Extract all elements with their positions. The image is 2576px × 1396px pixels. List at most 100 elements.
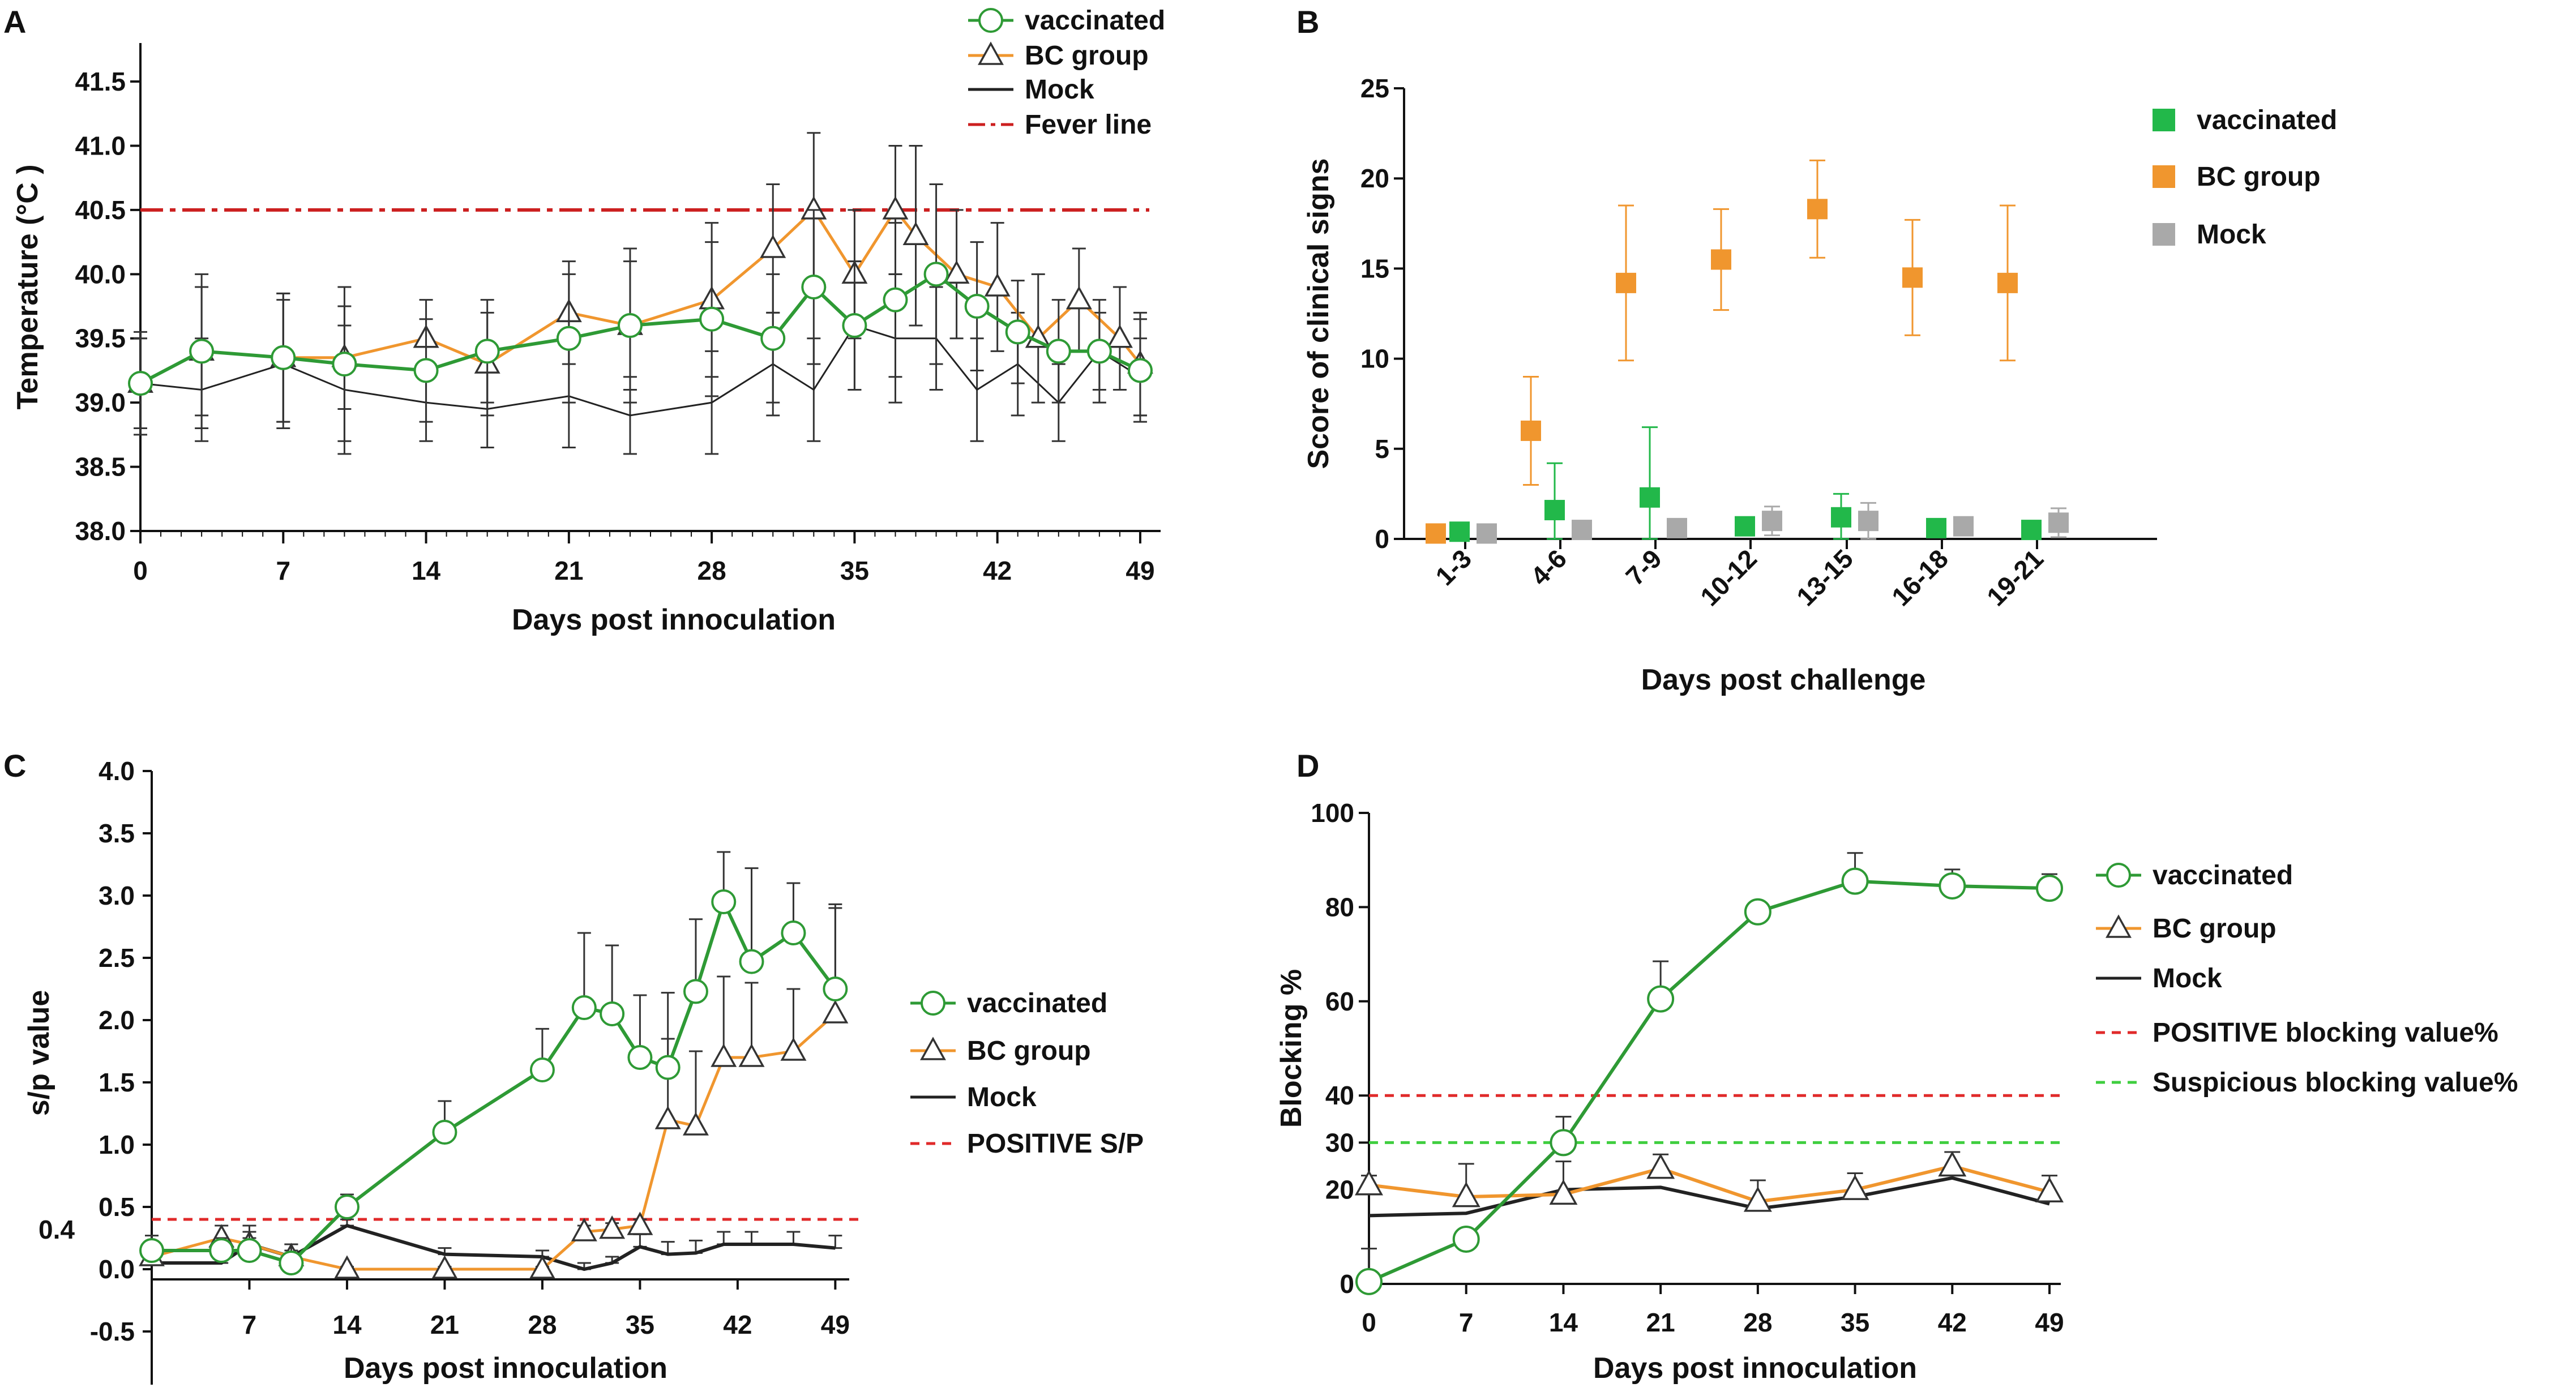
point-vaccinated [883,287,908,312]
line-bc-group [139,207,1141,385]
legend-a: vaccinated BC group Mock Fever line [968,6,1165,140]
point-vaccinated [801,275,827,299]
point-vaccinated [1452,1225,1480,1253]
x-axis-title: Days post innoculation [1593,1352,1917,1385]
legend-bc-group-label: BC group [2153,914,2277,944]
x-tick-label: 35 [626,1310,654,1339]
series-vaccinated [139,851,848,1275]
point-bc-group [1025,324,1051,348]
x-axis-title: Days post innoculation [344,1352,667,1385]
point-vaccinated [556,326,581,351]
y-tick-label: 39.5 [75,324,126,353]
point-bc-group [1997,272,2018,293]
legend-bc-group-label: BC group [967,1036,1091,1066]
y-tick-label: 3.0 [99,881,135,910]
point-bc-group [711,1043,737,1067]
point-vaccinated [760,326,786,351]
legend-positive-blocking-label: POSITIVE blocking value% [2153,1018,2498,1048]
point-vaccinated [332,352,357,377]
point-mock [1762,511,1782,532]
point-bc-group [1616,272,1636,293]
point-bc-group [682,1112,709,1136]
legend-bc-group-label: BC group [2197,162,2321,192]
point-bc-group [984,273,1011,297]
point-vaccinated [823,977,848,1001]
x-tick-label: 35 [840,556,869,585]
point-vaccinated [600,1001,625,1026]
point-bc-group [654,1106,681,1129]
x-tick-label: 7-9 [1620,543,1667,591]
legend-bc-group-swatch-marker [920,1037,946,1060]
point-vaccinated [1939,872,1966,900]
point-vaccinated [1640,487,1660,508]
x-tick-label: 42 [723,1310,752,1339]
point-vaccinated [1086,339,1112,364]
point-mock [1858,511,1878,532]
panel-a-temperature-chart: 38.0 38.5 39.0 39.5 40.0 40.5 41.0 41.5 0 7 14 21 28… [11,6,1165,636]
y-tick-label: 41.0 [75,131,126,160]
y-tick-label: 20 [1360,164,1389,193]
y-tick-label: 4.0 [99,756,135,786]
y-tick-label-positive: 0.4 [38,1215,75,1244]
legend-mock-label: Mock [1025,75,1094,105]
point-bc-group [627,1211,653,1235]
x-tick-label: 0 [133,556,148,585]
point-vaccinated [1355,1267,1383,1295]
y-tick-label: 60 [1325,987,1354,1016]
point-bc-group [599,1215,626,1239]
y-tick-label: 0.5 [99,1192,135,1222]
x-tick-label: 14 [412,556,441,585]
panel-label-b: B [1296,4,1319,40]
point-vaccinated [923,262,949,287]
series-bc-group [1355,1151,2064,1212]
line-bc-group [151,1013,837,1271]
y-tick-label: 20 [1325,1175,1354,1205]
x-tick-label: 49 [821,1310,850,1339]
x-tick-label: 28 [528,1310,557,1339]
panel-b-clinical-score-chart: 0 5 10 15 20 25 1-3 4-6 7-9 10-12 13-15 16-18 19-21 D… [1302,74,2337,696]
y-tick-label: 40.0 [75,259,126,289]
y-tick-label: 1.0 [99,1130,135,1159]
point-bc-group [1902,267,1923,288]
point-bc-group [431,1255,458,1279]
legend-vaccinated-swatch-marker [2106,863,2131,888]
y-tick-label: 10 [1360,344,1389,374]
legend-mock-label: Mock [2197,220,2266,250]
line-mock [1368,1176,2050,1218]
y-tick-label: 5 [1375,434,1389,464]
point-bc-group [333,1255,360,1279]
series-vaccinated [1449,426,2042,542]
panel-c-sp-value-chart: -0.5 0.0 0.5 1.0 1.5 2.0 2.5 3.0 3.5 4.0 0.4 7 14 21 2… [23,756,1144,1385]
error-bar-mock [786,1231,801,1245]
y-tick-label: 2.0 [99,1005,135,1035]
y-axis-title: Temperature (°C ) [11,164,44,409]
x-tick-label: 21 [554,556,583,585]
point-bc-group [1426,523,1446,544]
point-bc-group [1841,1174,1869,1200]
point-bc-group [1549,1179,1578,1205]
series-mock [1477,502,2069,544]
legend-suspicious-blocking-label: Suspicious blocking value% [2153,1068,2518,1098]
point-mock [1572,520,1592,541]
point-vaccinated [1831,507,1851,528]
x-tick-label: 7 [1459,1308,1474,1337]
legend-mock-label: Mock [2153,964,2222,994]
point-vaccinated [279,1251,304,1275]
panel-label-d: D [1296,748,1319,783]
y-axis-title: Score of clinical signs [1302,158,1335,469]
point-vaccinated [711,889,737,914]
y-axis-title: Blocking % [1275,969,1308,1128]
x-axis-title: Days post innoculation [512,603,836,636]
y-tick-label: 3.5 [99,819,135,848]
point-vaccinated [128,371,153,396]
x-tick-label: 13-15 [1791,543,1859,611]
point-bc-group [760,234,786,258]
point-mock [1667,517,1687,538]
y-tick-label: -0.5 [90,1317,135,1346]
x-tick-label: 14 [332,1310,362,1339]
panel-label-c: C [3,748,26,783]
error-bar-mock [717,1231,731,1245]
y-tick-label: 41.5 [75,67,126,96]
point-vaccinated [209,1238,234,1263]
point-vaccinated [474,339,500,364]
